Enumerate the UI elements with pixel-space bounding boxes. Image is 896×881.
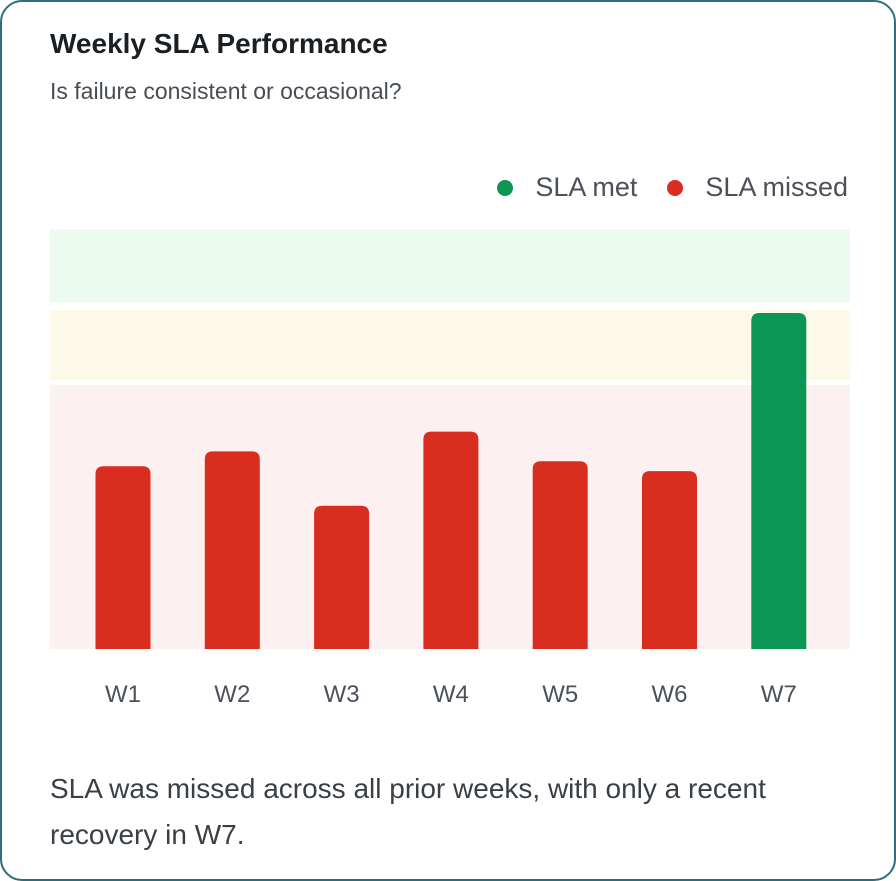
bar-w7 [751, 313, 807, 649]
threshold-band-2 [50, 310, 850, 381]
bar-w5 [532, 461, 588, 649]
x-tick-label-w5: W5 [542, 681, 578, 708]
legend-dot-sla-met [497, 179, 514, 196]
legend-item-sla-met: SLA met [497, 172, 637, 203]
x-tick-label-w1: W1 [105, 681, 141, 708]
legend-label-sla-met: SLA met [535, 172, 638, 202]
bar-w1 [95, 466, 151, 649]
threshold-band-3 [50, 229, 850, 303]
x-tick-label-w2: W2 [214, 681, 250, 708]
legend-dot-sla-missed [667, 179, 684, 196]
chart-title: Weekly SLA Performance [50, 28, 388, 59]
x-tick-label-w3: W3 [324, 681, 360, 708]
chart-subtitle: Is failure consistent or occasional? [50, 78, 402, 104]
chart-summary-text: SLA was missed across all prior weeks, w… [50, 773, 766, 850]
legend-item-sla-missed: SLA missed [667, 172, 848, 203]
legend-label-sla-missed: SLA missed [705, 172, 848, 202]
x-tick-label-w6: W6 [652, 681, 688, 708]
x-tick-label-w7: W7 [761, 681, 797, 708]
x-tick-label-w4: W4 [433, 681, 469, 708]
legend: SLA met SLA missed [467, 172, 848, 203]
bar-w4 [423, 431, 479, 649]
bar-w2 [204, 451, 260, 649]
bar-w3 [314, 505, 370, 649]
bar-w6 [642, 471, 697, 649]
